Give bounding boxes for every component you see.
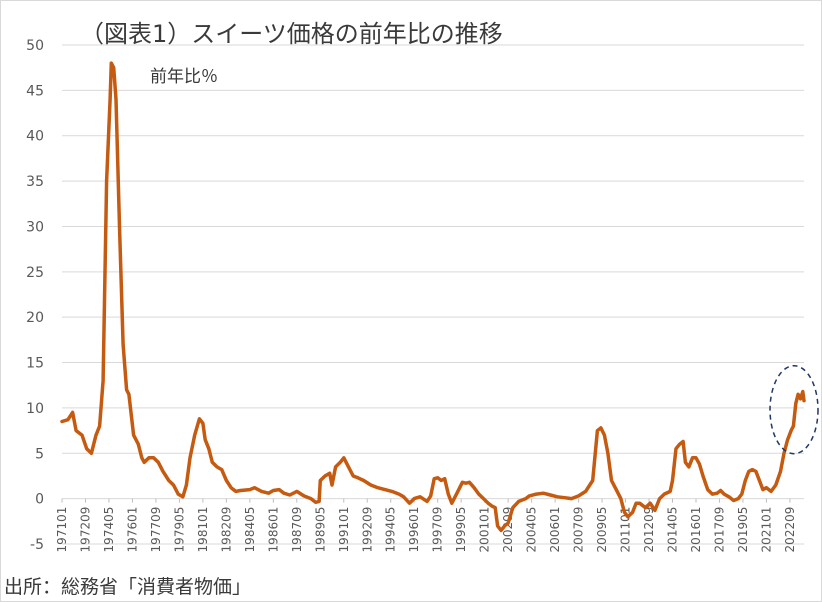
x-tick-label: 199905 — [454, 507, 468, 553]
x-tick-label: 200405 — [525, 507, 539, 553]
x-tick-label: 201601 — [689, 507, 703, 553]
x-tick-label: 199601 — [407, 507, 421, 553]
y-axis-tick-labels: -5 0 5 10 15 20 25 30 35 40 45 50 — [26, 38, 44, 553]
x-tick-label: 198209 — [219, 507, 233, 553]
gridlines — [62, 44, 804, 545]
x-tick-label: 197601 — [125, 507, 139, 553]
series-line — [60, 61, 806, 533]
highlight-ellipse — [769, 364, 819, 455]
x-tick-label: 197905 — [172, 507, 186, 553]
x-tick-label: 199101 — [337, 507, 351, 553]
x-tick-label: 199209 — [360, 507, 374, 553]
x-tick-label: 198709 — [290, 507, 304, 553]
y-tick-label: 40 — [26, 129, 44, 145]
x-tick-label: 200601 — [548, 507, 562, 553]
y-tick-label: 30 — [26, 219, 44, 235]
x-tick-label: 202101 — [759, 507, 773, 553]
x-tick-label: 201209 — [642, 507, 656, 553]
x-tick-label: 200209 — [501, 507, 515, 553]
x-tick-label: 200905 — [595, 507, 609, 553]
y-tick-label: 50 — [26, 38, 44, 54]
highlight-marks — [769, 364, 819, 455]
series-annotation: 前年比％ — [150, 67, 218, 87]
y-tick-label: 20 — [26, 310, 44, 326]
x-tick-label: 197405 — [102, 507, 116, 553]
x-tick-label: 201905 — [736, 507, 750, 553]
y-tick-label: 10 — [26, 401, 44, 417]
source-note: 出所：総務省「消費者物価」 — [4, 576, 252, 598]
x-tick-label: 199709 — [431, 507, 445, 553]
x-tick-label: 200101 — [478, 507, 492, 553]
x-tick-label: 197101 — [55, 507, 69, 553]
x-tick-label: 200709 — [572, 507, 586, 553]
x-tick-label: 197209 — [78, 507, 92, 553]
series-lines — [60, 61, 806, 533]
x-tick-label: 197709 — [149, 507, 163, 553]
x-tick-label: 201405 — [666, 507, 680, 553]
x-tick-label: 199405 — [384, 507, 398, 553]
x-tick-label: 198101 — [196, 507, 210, 553]
chart-title: （図表1）スイーツ価格の前年比の推移 — [80, 20, 503, 48]
x-tick-label: 201709 — [712, 507, 726, 553]
y-tick-label: 5 — [35, 446, 44, 462]
y-tick-label: 25 — [26, 265, 44, 281]
y-tick-label: 45 — [26, 83, 44, 99]
y-tick-label: -5 — [30, 537, 44, 553]
y-tick-label: 35 — [26, 174, 44, 190]
x-tick-label: 198905 — [313, 507, 327, 553]
x-tick-label: 202209 — [783, 507, 797, 553]
x-tick-label: 198405 — [243, 507, 257, 553]
x-axis-tick-labels: 197101 197209 197405 197601 197709 197905 1981… — [55, 498, 797, 553]
y-tick-label: 15 — [26, 356, 44, 372]
y-tick-label: 0 — [35, 492, 44, 508]
x-tick-label: 198601 — [266, 507, 280, 553]
